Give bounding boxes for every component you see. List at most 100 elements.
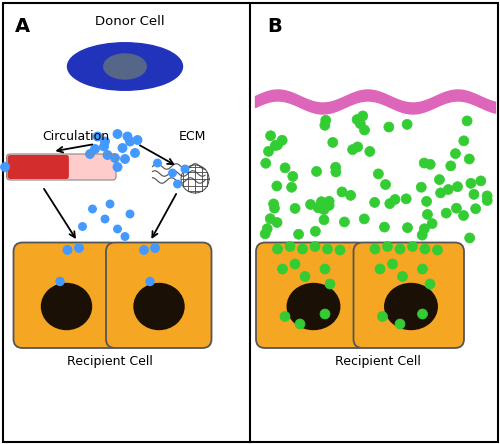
Circle shape [337,187,347,197]
Circle shape [441,208,451,218]
Circle shape [324,196,334,206]
Circle shape [328,138,338,147]
Circle shape [114,225,121,233]
Circle shape [319,205,329,214]
Circle shape [261,158,271,168]
Circle shape [384,122,394,132]
Circle shape [346,190,356,200]
Circle shape [422,196,432,206]
Circle shape [358,111,368,121]
FancyBboxPatch shape [2,3,498,441]
Ellipse shape [287,284,340,329]
Circle shape [432,245,442,255]
Circle shape [416,182,426,192]
Circle shape [388,259,398,269]
Circle shape [295,319,305,329]
Circle shape [278,264,287,274]
Circle shape [285,242,295,251]
Circle shape [154,159,161,167]
Circle shape [310,226,320,236]
Text: Recipient Cell: Recipient Cell [334,355,420,368]
Circle shape [118,144,127,152]
Circle shape [313,203,323,213]
Text: A: A [15,17,30,36]
Ellipse shape [104,54,146,79]
Circle shape [113,163,122,171]
Circle shape [280,163,290,173]
Circle shape [260,229,270,239]
Circle shape [450,149,460,159]
Text: B: B [268,17,282,36]
Circle shape [104,151,112,159]
Circle shape [79,223,86,230]
FancyBboxPatch shape [354,242,464,348]
Circle shape [268,199,278,209]
Circle shape [126,210,134,218]
Circle shape [101,215,109,223]
Circle shape [398,271,407,281]
Circle shape [110,154,119,162]
Circle shape [106,200,114,208]
Circle shape [419,158,429,168]
Circle shape [352,142,362,152]
Circle shape [427,218,437,229]
Circle shape [352,115,362,125]
Circle shape [378,312,388,321]
Circle shape [420,244,430,254]
Circle shape [382,242,392,251]
Circle shape [174,180,181,188]
FancyBboxPatch shape [6,154,116,180]
Circle shape [348,145,358,155]
Circle shape [294,229,304,239]
Circle shape [425,279,435,289]
Ellipse shape [385,284,438,329]
Text: Recipient Cell: Recipient Cell [67,355,153,368]
Circle shape [266,131,276,141]
Circle shape [1,163,9,171]
Circle shape [356,119,366,129]
Circle shape [340,217,349,227]
Circle shape [286,182,296,192]
Circle shape [312,166,322,176]
Circle shape [402,119,412,129]
Circle shape [126,137,134,146]
Circle shape [89,205,96,213]
Circle shape [121,155,129,163]
Circle shape [290,203,300,214]
Circle shape [262,224,272,234]
Circle shape [380,179,390,190]
Circle shape [466,178,476,188]
Circle shape [300,271,310,281]
Text: Donor Cell: Donor Cell [95,15,165,28]
Circle shape [123,132,132,141]
Circle shape [459,136,469,146]
Circle shape [320,264,330,274]
Text: ECM: ECM [179,130,206,143]
Circle shape [272,218,282,227]
Circle shape [360,125,370,135]
Circle shape [290,259,300,269]
Circle shape [464,154,474,164]
Circle shape [325,279,335,289]
Circle shape [452,182,462,192]
FancyBboxPatch shape [14,242,119,348]
Circle shape [270,140,280,151]
FancyBboxPatch shape [106,242,212,348]
Circle shape [370,244,380,254]
Ellipse shape [68,43,182,90]
Circle shape [93,132,102,141]
Circle shape [266,214,276,224]
Circle shape [280,312,290,321]
Circle shape [121,233,129,240]
Circle shape [330,162,340,172]
Circle shape [151,244,159,252]
Circle shape [444,185,454,194]
Circle shape [395,319,405,329]
Circle shape [452,203,462,213]
Circle shape [169,169,176,177]
Circle shape [462,116,472,126]
Circle shape [375,264,385,274]
Circle shape [75,244,83,252]
Circle shape [270,203,280,213]
Circle shape [401,194,411,204]
